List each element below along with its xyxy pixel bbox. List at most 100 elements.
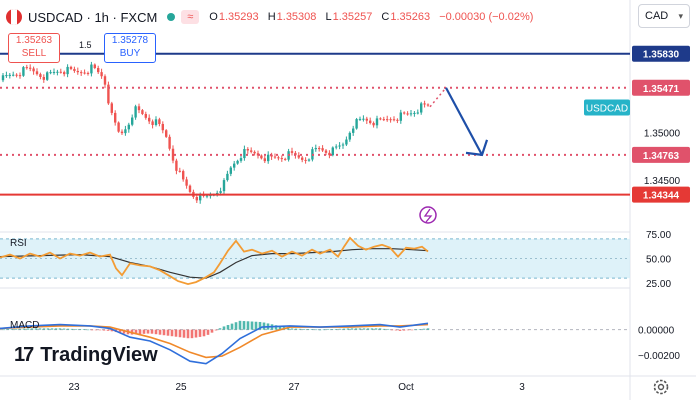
candle bbox=[124, 129, 127, 134]
candle bbox=[280, 158, 283, 160]
spread-value: 1.5 bbox=[79, 40, 92, 50]
candle bbox=[358, 118, 362, 120]
macd-histogram-bar bbox=[250, 321, 254, 330]
wave-icon[interactable]: ≈ bbox=[181, 10, 200, 24]
macd-histogram-bar bbox=[142, 329, 146, 334]
symbol-title[interactable]: USDCAD · 1h · FXCM bbox=[28, 9, 158, 25]
candle bbox=[205, 195, 209, 197]
tradingview-logo[interactable]: 17 TradingView bbox=[14, 344, 158, 367]
candle bbox=[375, 118, 379, 126]
gear-icon[interactable] bbox=[652, 378, 670, 396]
candle bbox=[239, 158, 243, 161]
time-tick-label: 23 bbox=[68, 382, 80, 393]
forecast-dotted bbox=[429, 87, 447, 108]
candle bbox=[399, 112, 402, 121]
macd-histogram-bar bbox=[34, 328, 38, 330]
candle bbox=[392, 119, 396, 121]
macd-histogram-bar bbox=[174, 329, 178, 337]
candle bbox=[396, 119, 399, 121]
chevron-down-icon: ▾ bbox=[678, 10, 683, 21]
candle bbox=[260, 155, 263, 159]
macd-histogram-bar bbox=[222, 326, 226, 330]
candle bbox=[199, 194, 202, 201]
macd-histogram-bar bbox=[290, 328, 294, 330]
macd-histogram-bar bbox=[198, 329, 202, 337]
buy-button[interactable]: 1.35278 BUY bbox=[104, 33, 156, 63]
macd-histogram-bar bbox=[102, 329, 106, 331]
macd-histogram-bar bbox=[322, 329, 326, 331]
candle bbox=[331, 147, 334, 156]
macd-histogram-bar bbox=[194, 329, 198, 338]
candle bbox=[362, 118, 365, 120]
macd-histogram-bar bbox=[62, 328, 66, 330]
logo-text: TradingView bbox=[40, 344, 158, 366]
candle bbox=[406, 113, 409, 115]
macd-histogram-bar bbox=[78, 329, 82, 330]
ohlc-readout: O1.35293 H1.35308 L1.35257 C1.35263 −0.0… bbox=[209, 11, 539, 23]
macd-histogram-bar bbox=[58, 328, 62, 330]
macd-histogram-bar bbox=[106, 329, 110, 331]
macd-histogram-bar bbox=[326, 329, 330, 330]
high-value: 1.35308 bbox=[276, 11, 317, 23]
candle bbox=[195, 196, 198, 201]
macd-histogram-bar bbox=[54, 328, 58, 330]
macd-histogram-bar bbox=[70, 328, 74, 330]
macd-histogram-bar bbox=[66, 328, 70, 330]
currency-dropdown[interactable]: CAD ▾ bbox=[638, 4, 690, 28]
candle bbox=[372, 122, 375, 126]
rsi-tick-label: 75.00 bbox=[646, 230, 671, 241]
candle bbox=[46, 72, 49, 80]
candle bbox=[297, 155, 300, 158]
candle bbox=[8, 74, 11, 76]
candle bbox=[32, 68, 35, 72]
macd-histogram-bar bbox=[122, 329, 126, 334]
candle bbox=[171, 148, 175, 161]
level-price-label: 1.34344 bbox=[643, 191, 680, 202]
market-open-dot-icon bbox=[167, 13, 176, 21]
macd-histogram-bar bbox=[294, 328, 298, 330]
candle bbox=[97, 68, 100, 73]
candle bbox=[188, 185, 192, 192]
macd-histogram-bar bbox=[418, 329, 422, 330]
sell-button[interactable]: 1.35263 SELL bbox=[8, 33, 60, 63]
candle bbox=[403, 112, 406, 114]
rsi-line bbox=[0, 236, 429, 286]
candle bbox=[25, 67, 28, 69]
macd-tick-label: −0.00200 bbox=[638, 351, 680, 362]
candle bbox=[158, 119, 161, 124]
macd-histogram-bar bbox=[414, 329, 418, 331]
macd-histogram-bar bbox=[354, 328, 358, 330]
candle bbox=[5, 75, 8, 77]
candle bbox=[273, 156, 277, 158]
candle bbox=[182, 171, 185, 180]
macd-histogram-bar bbox=[302, 328, 306, 330]
candle bbox=[80, 72, 83, 74]
candle bbox=[420, 103, 423, 113]
rsi-title: RSI bbox=[10, 238, 27, 249]
candle bbox=[338, 145, 341, 147]
candle bbox=[86, 72, 90, 74]
macd-histogram-bar bbox=[118, 329, 122, 333]
macd-histogram-bar bbox=[226, 325, 230, 330]
candle bbox=[416, 112, 419, 114]
candle bbox=[154, 119, 158, 125]
macd-histogram-bar bbox=[394, 329, 398, 331]
candle bbox=[107, 84, 110, 104]
level-price-label: 1.35471 bbox=[643, 84, 680, 95]
lightning-icon-bolt bbox=[423, 208, 433, 223]
candle bbox=[59, 71, 62, 73]
time-tick-label: 25 bbox=[175, 382, 187, 393]
candle bbox=[236, 160, 239, 164]
candle bbox=[284, 158, 287, 160]
candle bbox=[144, 113, 147, 118]
candle bbox=[426, 104, 430, 106]
macd-histogram-bar bbox=[134, 329, 138, 335]
price-tag-box bbox=[584, 99, 630, 116]
macd-histogram-bar bbox=[274, 325, 278, 330]
candle bbox=[39, 74, 42, 77]
macd-histogram-bar bbox=[318, 329, 322, 331]
level-price-tag bbox=[632, 186, 690, 203]
candle bbox=[389, 119, 392, 121]
candle bbox=[382, 119, 385, 121]
